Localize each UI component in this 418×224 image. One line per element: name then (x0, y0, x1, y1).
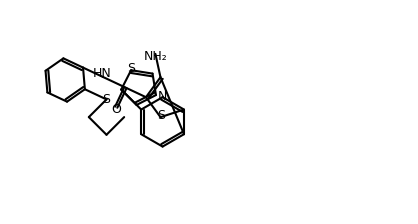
Text: NH₂: NH₂ (143, 50, 167, 63)
Text: HN: HN (92, 67, 111, 80)
Text: S: S (158, 109, 166, 122)
Text: O: O (111, 103, 121, 116)
Text: S: S (127, 62, 135, 75)
Text: N: N (158, 90, 167, 103)
Text: S: S (102, 93, 110, 106)
